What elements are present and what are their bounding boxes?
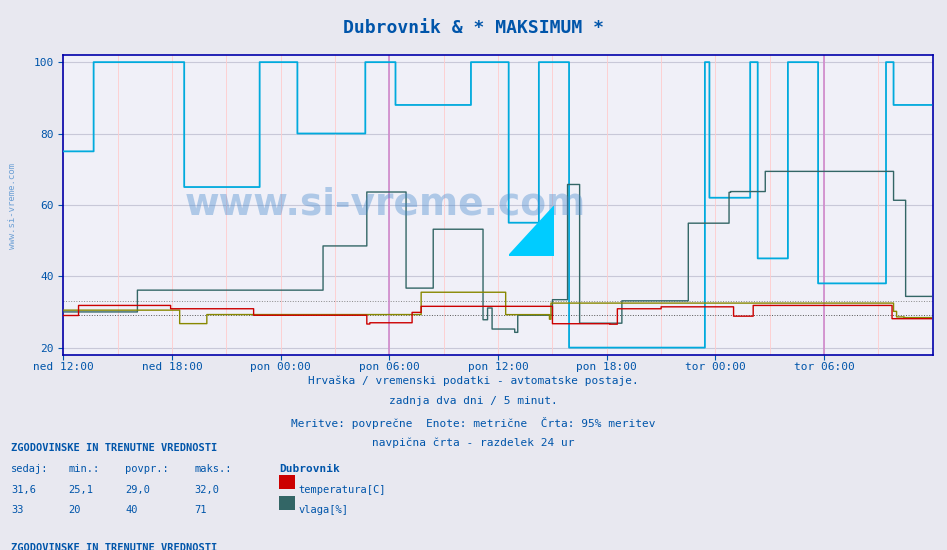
Text: 40: 40 [125,505,137,515]
Polygon shape [509,206,554,256]
Text: Dubrovnik: Dubrovnik [279,464,340,474]
Text: www.si-vreme.com: www.si-vreme.com [185,187,586,223]
Text: Meritve: povprečne  Enote: metrične  Črta: 95% meritev: Meritve: povprečne Enote: metrične Črta:… [292,417,655,429]
Text: ZGODOVINSKE IN TRENUTNE VREDNOSTI: ZGODOVINSKE IN TRENUTNE VREDNOSTI [11,443,218,453]
Text: ZGODOVINSKE IN TRENUTNE VREDNOSTI: ZGODOVINSKE IN TRENUTNE VREDNOSTI [11,543,218,550]
Text: 32,0: 32,0 [194,485,219,494]
Text: 29,0: 29,0 [125,485,150,494]
Text: min.:: min.: [68,464,99,474]
Text: zadnja dva dni / 5 minut.: zadnja dva dni / 5 minut. [389,396,558,406]
Text: Dubrovnik & * MAKSIMUM *: Dubrovnik & * MAKSIMUM * [343,19,604,37]
Text: sedaj:: sedaj: [11,464,49,474]
Text: temperatura[C]: temperatura[C] [298,485,385,494]
Text: 31,6: 31,6 [11,485,36,494]
Text: navpična črta - razdelek 24 ur: navpična črta - razdelek 24 ur [372,438,575,448]
Text: Hrvaška / vremenski podatki - avtomatske postaje.: Hrvaška / vremenski podatki - avtomatske… [308,375,639,386]
Text: 71: 71 [194,505,206,515]
Text: vlaga[%]: vlaga[%] [298,505,348,515]
Text: 25,1: 25,1 [68,485,93,494]
Text: 33: 33 [11,505,24,515]
Text: 20: 20 [68,505,80,515]
Text: www.si-vreme.com: www.si-vreme.com [8,163,17,249]
Text: povpr.:: povpr.: [125,464,169,474]
Text: maks.:: maks.: [194,464,232,474]
